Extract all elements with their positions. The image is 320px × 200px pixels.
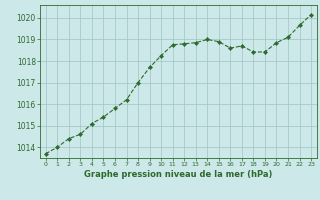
X-axis label: Graphe pression niveau de la mer (hPa): Graphe pression niveau de la mer (hPa)	[84, 170, 273, 179]
